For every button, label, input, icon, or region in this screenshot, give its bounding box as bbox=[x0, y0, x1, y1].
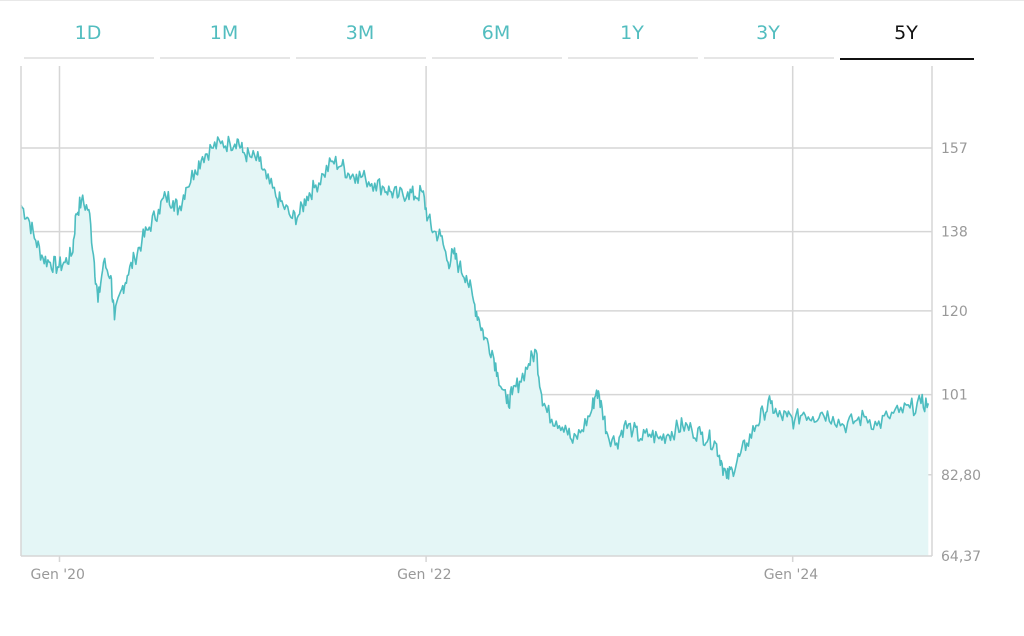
tab-underline bbox=[704, 57, 834, 59]
price-area-fill bbox=[21, 136, 929, 556]
x-axis-labels: Gen '20 Gen '22 Gen '24 bbox=[30, 567, 818, 583]
y-tick-label: 82,80 bbox=[941, 468, 981, 484]
tab-underline bbox=[296, 57, 426, 59]
tab-1m[interactable]: 1M bbox=[156, 14, 292, 60]
tab-underline bbox=[432, 57, 562, 59]
axis-frame bbox=[20, 66, 933, 557]
tab-label: 3M bbox=[345, 22, 375, 44]
tab-3m[interactable]: 3M bbox=[292, 14, 428, 60]
y-axis-labels: 157 138 120 101 82,80 64,37 bbox=[941, 141, 981, 565]
y-tick-label: 138 bbox=[941, 225, 968, 241]
tab-label: 1Y bbox=[620, 22, 644, 44]
tab-1y[interactable]: 1Y bbox=[564, 14, 700, 60]
tab-label: 3Y bbox=[756, 22, 780, 44]
y-tick-label: 157 bbox=[941, 141, 968, 157]
tab-underline bbox=[568, 57, 698, 59]
tab-label: 6M bbox=[481, 22, 511, 44]
x-tick-label: Gen '20 bbox=[30, 567, 84, 583]
x-tick-label: Gen '24 bbox=[764, 567, 819, 583]
tab-label: 1M bbox=[209, 22, 239, 44]
range-tabs: 1D 1M 3M 6M 1Y 3Y 5Y bbox=[20, 14, 978, 60]
y-tick-label: 101 bbox=[941, 388, 968, 404]
x-tick-label: Gen '22 bbox=[397, 567, 451, 583]
tab-underline bbox=[160, 57, 290, 59]
tab-label: 1D bbox=[74, 22, 102, 44]
tab-1d[interactable]: 1D bbox=[20, 14, 156, 60]
tab-underline bbox=[24, 57, 154, 59]
y-tick-label: 64,37 bbox=[941, 549, 981, 565]
tab-underline bbox=[840, 58, 974, 60]
tab-3y[interactable]: 3Y bbox=[700, 14, 836, 60]
y-tick-label: 120 bbox=[941, 304, 968, 320]
price-line bbox=[20, 135, 930, 480]
top-divider bbox=[0, 0, 1024, 1]
tab-label: 5Y bbox=[894, 22, 918, 44]
tab-5y[interactable]: 5Y bbox=[836, 14, 976, 60]
tab-6m[interactable]: 6M bbox=[428, 14, 564, 60]
